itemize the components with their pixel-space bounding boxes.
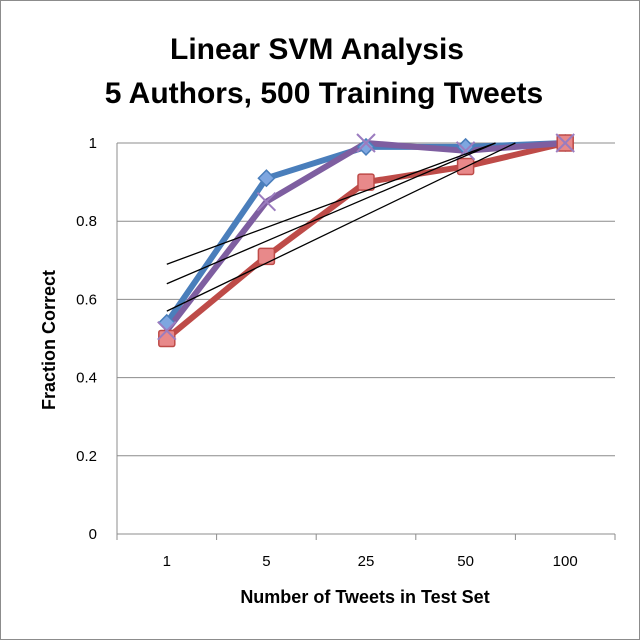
- y-tick-label: 0.2: [76, 448, 97, 465]
- data-point-x: [356, 133, 376, 153]
- data-point-diamond: [257, 169, 276, 188]
- x-tick-label: 5: [262, 553, 270, 570]
- x-tick-label: 1: [163, 553, 171, 570]
- x-tick-label: 25: [358, 553, 375, 570]
- y-tick-label: 0.6: [76, 291, 97, 308]
- y-tick-label: 0.4: [76, 370, 97, 387]
- data-point-x: [256, 191, 277, 212]
- y-tick-label: 0.8: [76, 213, 97, 230]
- y-tick-labels: 0 0.2 0.4 0.6 0.8 1: [76, 135, 97, 543]
- trendline: [166, 142, 516, 312]
- x-axis-label: Number of Tweets in Test Set: [240, 587, 489, 607]
- y-tick-label: 0: [89, 526, 97, 543]
- data-point-square: [357, 173, 375, 191]
- trendlines: [166, 142, 516, 312]
- x-tick-labels: 1 5 25 50 100: [163, 553, 578, 570]
- trendline: [166, 142, 496, 265]
- data-point-square: [158, 329, 176, 348]
- data-point-x: [157, 320, 177, 341]
- data-point-diamond: [356, 137, 376, 156]
- x-tick-label: 50: [457, 553, 474, 570]
- chart-title-line-2: 5 Authors, 500 Training Tweets: [105, 77, 543, 110]
- data-series: [157, 133, 575, 348]
- axes: [116, 143, 616, 540]
- series-line-1: [163, 140, 569, 326]
- chart-title-line-1: Linear SVM Analysis: [170, 33, 464, 66]
- data-point-square: [257, 247, 276, 266]
- data-point-x: [555, 133, 575, 153]
- y-tick-label: 1: [89, 135, 97, 152]
- trendline: [166, 142, 496, 285]
- x-tick-label: 100: [553, 553, 578, 570]
- y-axis-label: Fraction Correct: [39, 270, 59, 410]
